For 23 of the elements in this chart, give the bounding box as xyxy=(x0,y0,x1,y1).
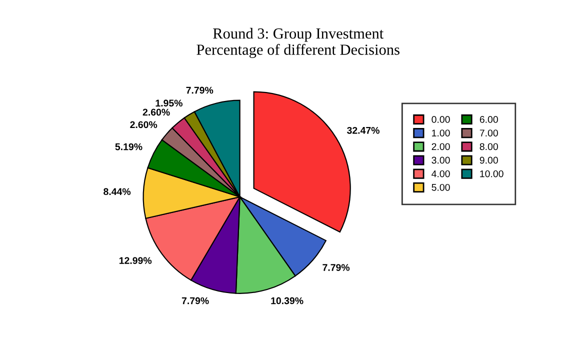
legend-label: 3.00 xyxy=(432,156,450,164)
data-label: 12.99% xyxy=(119,257,152,264)
legend-label: 4.00 xyxy=(432,170,450,178)
data-label: 5.19% xyxy=(115,143,142,150)
data-label: 2.60% xyxy=(130,121,158,128)
data-label: 8.44% xyxy=(104,188,131,196)
legend-label: 5.00 xyxy=(432,184,450,191)
data-label: 1.95% xyxy=(156,100,182,107)
data-label: 32.47% xyxy=(346,126,380,134)
data-label: 2.60% xyxy=(142,108,170,116)
legend-label: 6.00 xyxy=(480,116,498,123)
data-label: 10.39% xyxy=(271,297,304,304)
data-label: 7.79% xyxy=(182,297,209,304)
legend-label: 1.00 xyxy=(432,130,450,136)
legend-label: 10.00 xyxy=(480,170,504,178)
data-label: 7.79% xyxy=(186,86,214,94)
legend-label: 8.00 xyxy=(480,143,498,150)
chart-title: Round 3: Group Investment Percentage of different Decisions xyxy=(196,28,400,58)
legend-label: 9.00 xyxy=(480,156,498,164)
data-label: 7.79% xyxy=(322,264,350,271)
legend-label: 0.00 xyxy=(432,116,450,123)
legend-label: 7.00 xyxy=(480,130,498,136)
legend-label: 2.00 xyxy=(432,143,450,150)
